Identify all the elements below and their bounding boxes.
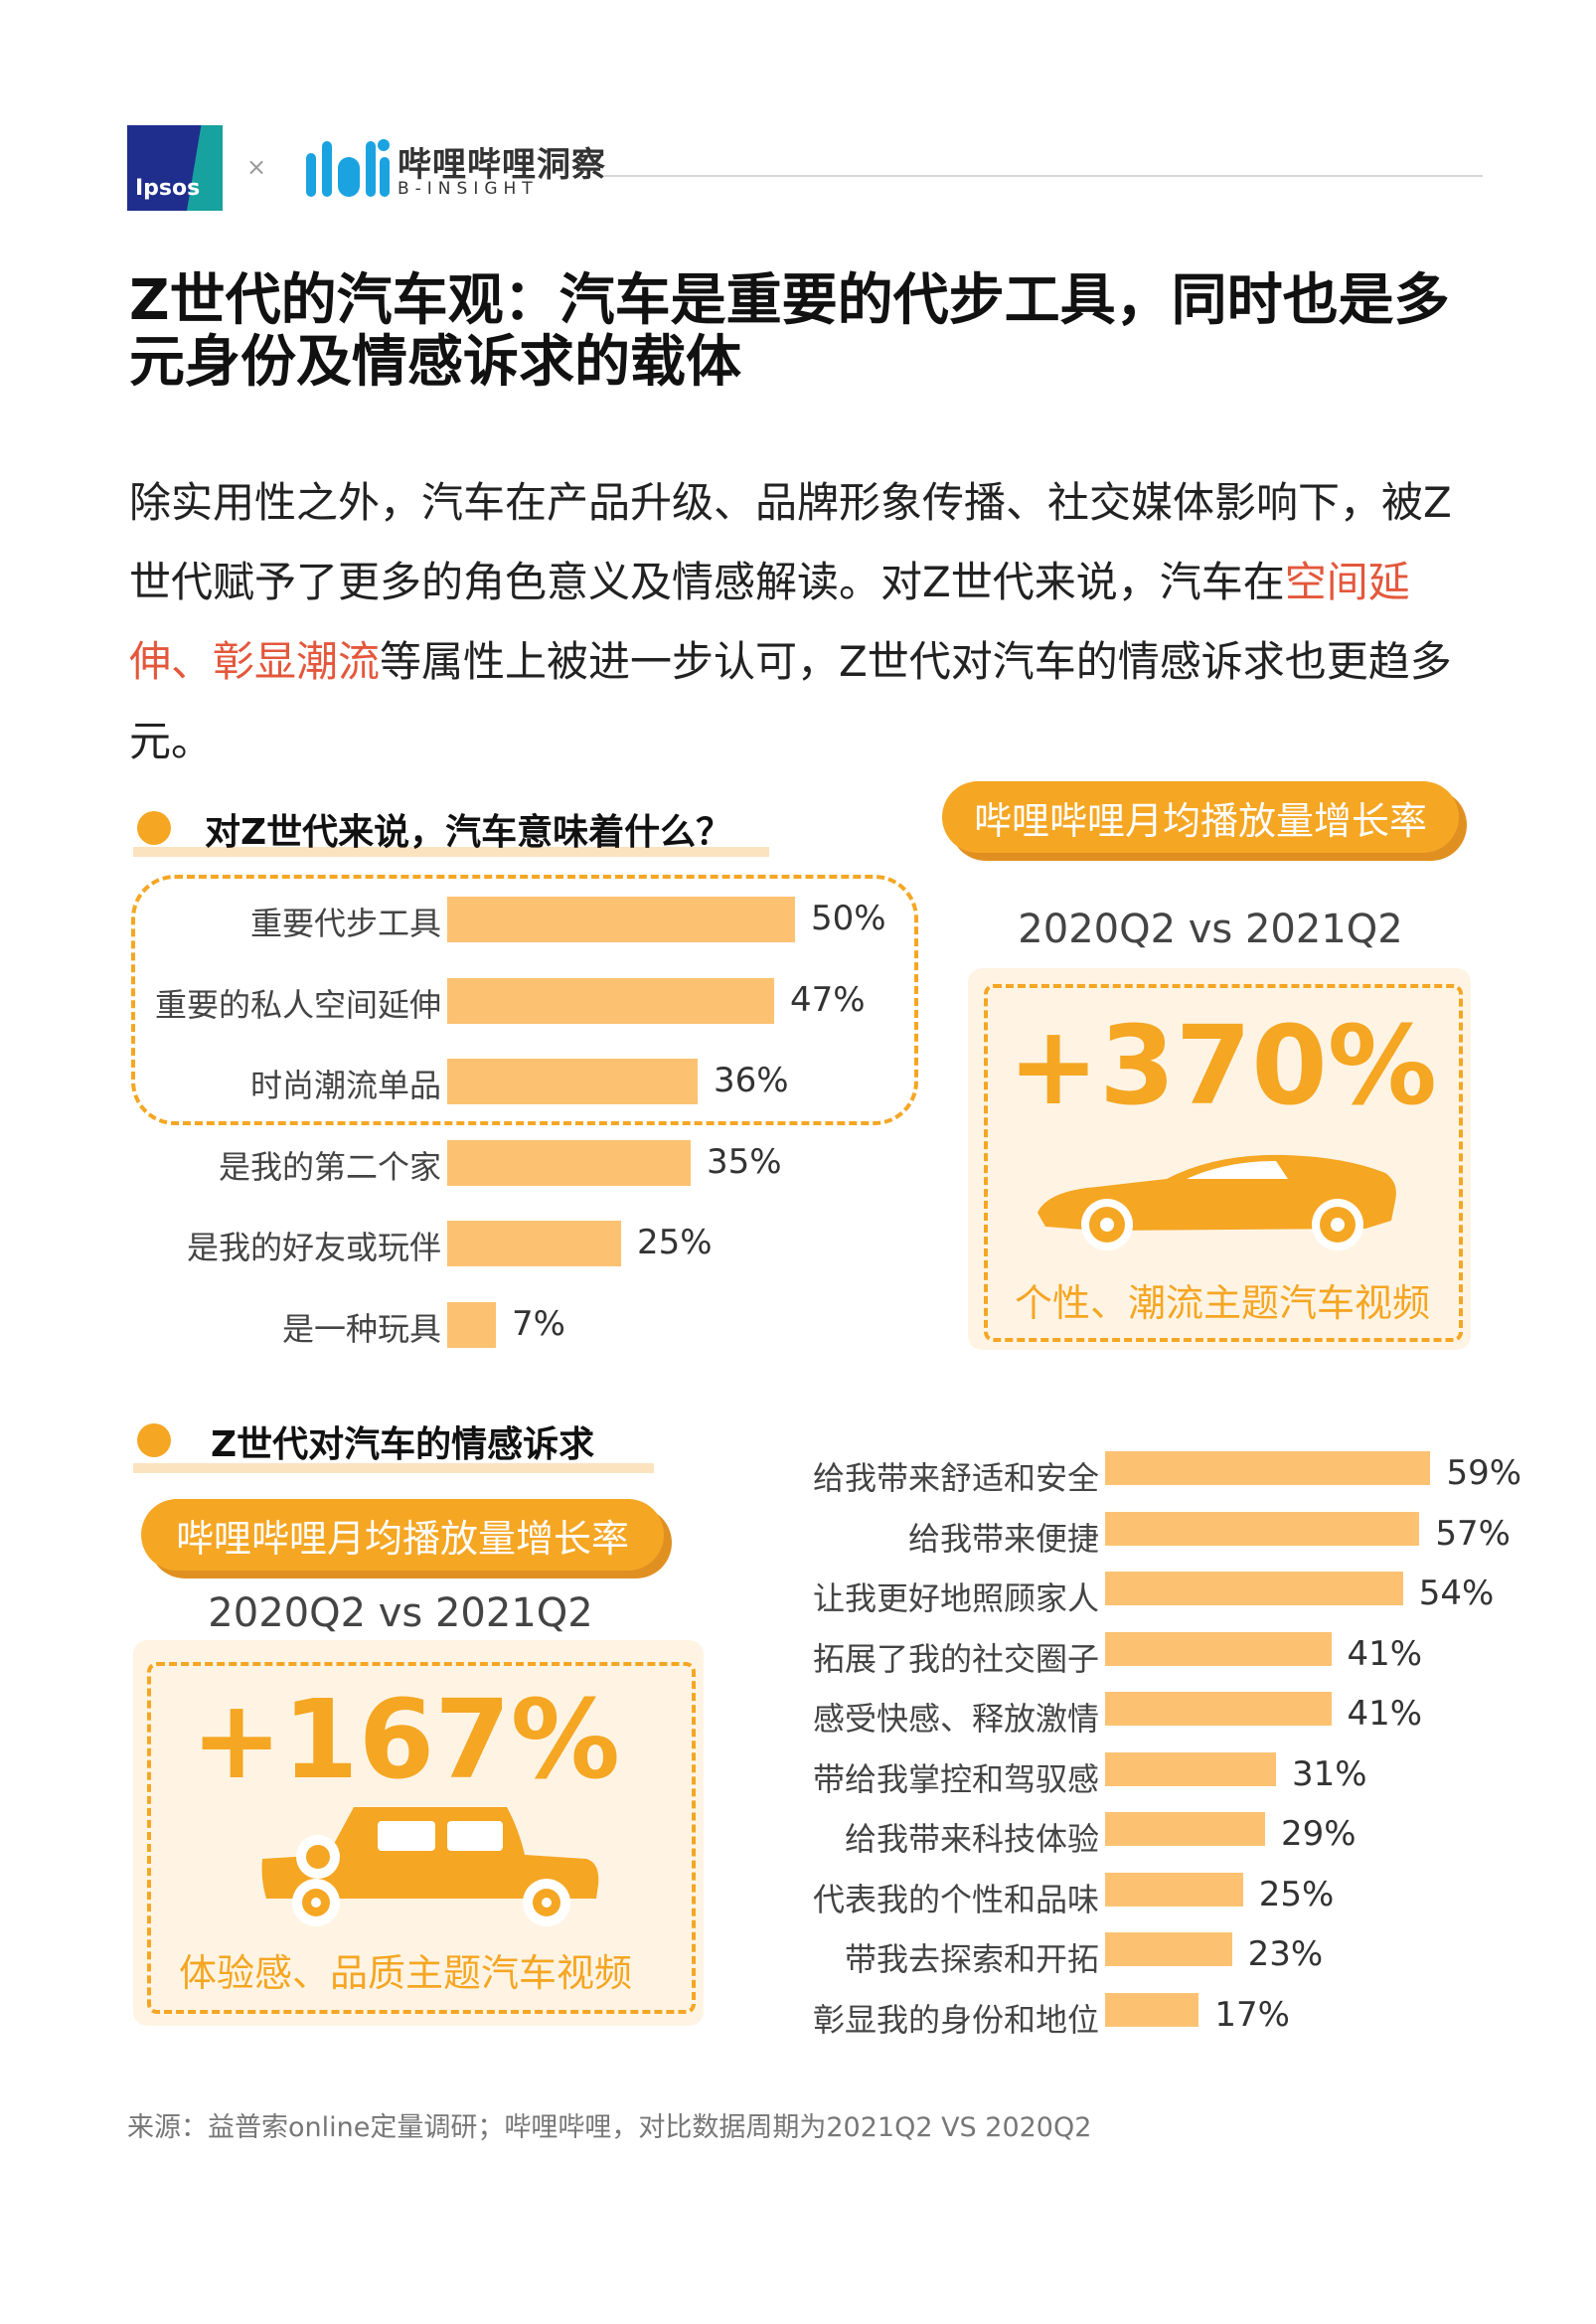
bar: [447, 1059, 698, 1104]
bar-label: 代表我的个性和品味: [812, 1880, 1099, 1918]
bar-label: 时尚潮流单品: [249, 1067, 441, 1104]
bar: [1105, 1932, 1232, 1966]
stat2-caption: 体验感、品质主题汽车视频: [178, 1951, 632, 1995]
page-title: Z世代的汽车观：汽车是重要的代步工具，同时也是多元身份及情感诉求的载体: [129, 268, 1450, 395]
bar: [1105, 1631, 1332, 1666]
header-divider: [604, 175, 1483, 177]
bilibili-logo-icon: [306, 139, 390, 197]
bar-value-label: 29%: [1280, 1814, 1357, 1854]
stat1-card-border: [984, 984, 1463, 1342]
bar-value-label: 25%: [637, 1223, 713, 1262]
bar: [1105, 1751, 1277, 1786]
bar-label: 带给我掌控和驾驭感: [812, 1759, 1099, 1798]
stat2-value: +167%: [191, 1676, 620, 1803]
bar: [447, 1301, 496, 1348]
bar-label: 让我更好地照顾家人: [812, 1579, 1099, 1617]
bar: [1105, 1692, 1332, 1726]
bar: [447, 1221, 621, 1266]
bar-value-label: 57%: [1435, 1513, 1511, 1554]
bar: [1105, 1812, 1265, 1846]
bar-value-label: 47%: [790, 979, 866, 1020]
stat1-caption: 个性、潮流主题汽车视频: [1014, 1281, 1430, 1325]
bar: [1105, 1992, 1199, 2027]
bar-label: 拓展了我的社交圈子: [812, 1639, 1099, 1678]
bar-label: 是我的第二个家: [218, 1147, 441, 1186]
section1-underline: [133, 847, 769, 857]
stat2-period: 2020Q2 vs 2021Q2: [208, 1590, 593, 1636]
bili-insight-sub: B-INSIGHT: [398, 179, 539, 199]
section2-underline: [133, 1463, 654, 1473]
bar-value-label: 41%: [1347, 1694, 1423, 1734]
bar-value-label: 17%: [1214, 1994, 1290, 2035]
bili-insight-name: 哔哩哔哩洞察: [398, 145, 606, 185]
bar-label: 重要代步工具: [249, 905, 441, 942]
bar-label: 重要的私人空间延伸: [154, 985, 441, 1024]
intro-paragraph: 除实用性之外，汽车在产品升级、品牌形象传播、社交媒体影响下，被Z世代赋予了更多的…: [129, 463, 1491, 781]
stat2-card-border: [147, 1662, 696, 2014]
intro-highlight: 空间延伸、彰显潮流: [129, 558, 1410, 686]
bar-value-label: 25%: [1258, 1874, 1335, 1914]
bar-value-label: 31%: [1292, 1753, 1367, 1794]
bar-value-label: 50%: [811, 899, 886, 938]
bar-label: 是一种玩具: [281, 1309, 441, 1348]
bar-value-label: 7%: [512, 1303, 565, 1344]
section1-bullet-icon: [137, 811, 171, 845]
bar: [447, 977, 774, 1024]
highlight-dashed-box: [131, 875, 918, 1125]
stat1-period: 2020Q2 vs 2021Q2: [1018, 907, 1403, 952]
intro-text-1: 除实用性之外，汽车在产品升级、品牌形象传播、社交媒体影响下，被Z世代赋予了更多的…: [129, 478, 1452, 606]
bar-value-label: 36%: [714, 1061, 789, 1100]
bar-value-label: 41%: [1347, 1633, 1423, 1674]
bar-value-label: 59%: [1446, 1453, 1522, 1493]
bar: [1105, 1572, 1403, 1605]
bar-label: 给我带来便捷: [907, 1519, 1099, 1558]
logo-separator: ×: [246, 153, 267, 181]
stat1-pill: 哔哩哔哩月均播放量增长率: [942, 781, 1459, 853]
classic-car-icon: [261, 1807, 599, 1926]
ipsos-logo: Ipsos: [127, 125, 223, 211]
bar-label: 彰显我的身份和地位: [812, 2000, 1099, 2039]
bar-value-label: 35%: [707, 1141, 782, 1182]
bar: [1105, 1872, 1243, 1907]
bar-label: 感受快感、释放激情: [812, 1700, 1099, 1738]
bar-value-label: 23%: [1247, 1934, 1324, 1974]
bar: [447, 897, 795, 942]
bar: [1105, 1511, 1420, 1546]
section2-title: Z世代对汽车的情感诉求: [211, 1424, 595, 1465]
bar-value-label: 54%: [1418, 1574, 1495, 1613]
intro-text-2: 等属性上被进一步认可，Z世代对汽车的情感诉求也更趋多元。: [129, 637, 1452, 765]
bar: [1105, 1451, 1431, 1485]
section1-title: 对Z世代来说，汽车意味着什么？: [205, 812, 732, 853]
section2-bullet-icon: [137, 1423, 171, 1457]
bar-label: 带我去探索和开拓: [844, 1940, 1099, 1978]
sports-car-icon: [1037, 1154, 1396, 1250]
bar: [447, 1139, 691, 1186]
bar-label: 给我带来舒适和安全: [812, 1459, 1099, 1497]
bar-label: 给我带来科技体验: [844, 1820, 1099, 1858]
stat1-card: [968, 968, 1471, 1350]
bar-label: 是我的好友或玩伴: [186, 1229, 441, 1266]
source-note: 来源：益普索online定量调研；哔哩哔哩，对比数据周期为2021Q2 VS 2…: [127, 2112, 1092, 2143]
stat2-pill: 哔哩哔哩月均播放量增长率: [141, 1499, 664, 1571]
stat1-value: +370%: [1008, 1002, 1437, 1129]
ipsos-logo-text: Ipsos: [135, 176, 201, 201]
